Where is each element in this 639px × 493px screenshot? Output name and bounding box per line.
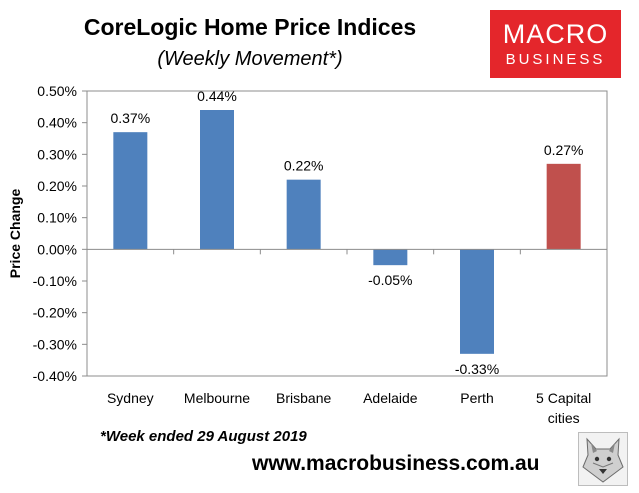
y-tick-label: 0.50% (37, 83, 77, 99)
data-label-3: -0.05% (368, 272, 412, 288)
x-tick-label: 5 Capital (536, 390, 591, 406)
y-tick-label: 0.30% (37, 146, 77, 162)
y-tick-label: 0.10% (37, 210, 77, 226)
y-tick-label: 0.40% (37, 115, 77, 131)
footnote: *Week ended 29 August 2019 (100, 428, 307, 445)
y-axis-label: Price Change (7, 189, 23, 279)
x-tick-label: Adelaide (363, 390, 418, 406)
macro-business-logo: MACRO BUSINESS (490, 10, 621, 78)
data-label-1: 0.44% (197, 88, 237, 104)
data-label-4: -0.33% (455, 361, 499, 377)
bar-3 (373, 249, 408, 266)
wolf-icon (578, 432, 628, 486)
data-label-0: 0.37% (110, 110, 150, 126)
bar-1 (200, 110, 234, 250)
y-tick-label: -0.20% (33, 305, 77, 321)
x-tick-label: Sydney (107, 390, 154, 406)
y-tick-label: -0.10% (33, 273, 77, 289)
x-tick-label: Perth (460, 390, 493, 406)
data-label-2: 0.22% (284, 158, 324, 174)
y-tick-label: -0.40% (33, 368, 77, 384)
logo-line-2: BUSINESS (505, 51, 606, 68)
chart-subtitle: (Weekly Movement*) (157, 48, 343, 70)
logo-line-1: MACRO (502, 19, 609, 49)
y-tick-label: 0.20% (37, 178, 77, 194)
bar-2 (286, 179, 321, 250)
bar-4 (460, 249, 494, 354)
x-tick-label: Melbourne (184, 390, 250, 406)
plot-area (86, 90, 608, 377)
website-url: www.macrobusiness.com.au (252, 452, 540, 475)
y-tick-label: 0.00% (37, 241, 77, 257)
x-tick-label: cities (548, 410, 580, 426)
bar-0 (113, 132, 148, 250)
chart-title: CoreLogic Home Price Indices (83, 14, 417, 40)
bar-5 (546, 163, 581, 250)
x-tick-label: Brisbane (276, 390, 331, 406)
y-tick-label: -0.30% (33, 336, 77, 352)
data-label-5: 0.27% (544, 142, 584, 158)
